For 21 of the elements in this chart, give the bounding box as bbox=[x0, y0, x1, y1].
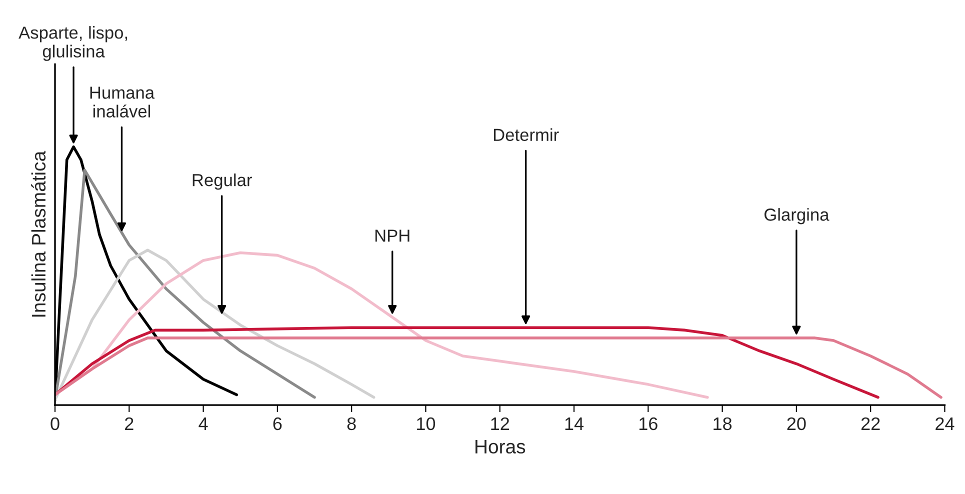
x-tick-label: 12 bbox=[491, 417, 510, 430]
x-tick-label: 2 bbox=[125, 417, 134, 430]
annotation: Humana inalável bbox=[90, 86, 155, 118]
x-tick-label: 6 bbox=[273, 417, 282, 430]
x-tick-label: 24 bbox=[936, 417, 954, 430]
x-tick-label: 4 bbox=[198, 418, 208, 430]
x-tick-label: 8 bbox=[347, 417, 356, 430]
x-tick-label: 22 bbox=[861, 417, 880, 430]
x-tick-label: 14 bbox=[565, 418, 584, 430]
annotation: NPH bbox=[375, 230, 410, 242]
x-tick-label: 0 bbox=[50, 417, 60, 430]
annotation: Glargina bbox=[764, 208, 830, 224]
annotation: Determir bbox=[494, 128, 559, 142]
y-axis-title: Insulina Plasmática bbox=[31, 150, 46, 317]
x-tick-label: 18 bbox=[714, 417, 732, 430]
annotation: Regular bbox=[192, 174, 252, 190]
annotation: Asparte, lispo, glulisina bbox=[18, 26, 127, 61]
x-tick-label: 20 bbox=[787, 417, 806, 430]
x-tick-label: 16 bbox=[639, 417, 658, 430]
x-tick-label: 10 bbox=[417, 417, 436, 430]
x-axis-title: Horas bbox=[476, 440, 526, 454]
